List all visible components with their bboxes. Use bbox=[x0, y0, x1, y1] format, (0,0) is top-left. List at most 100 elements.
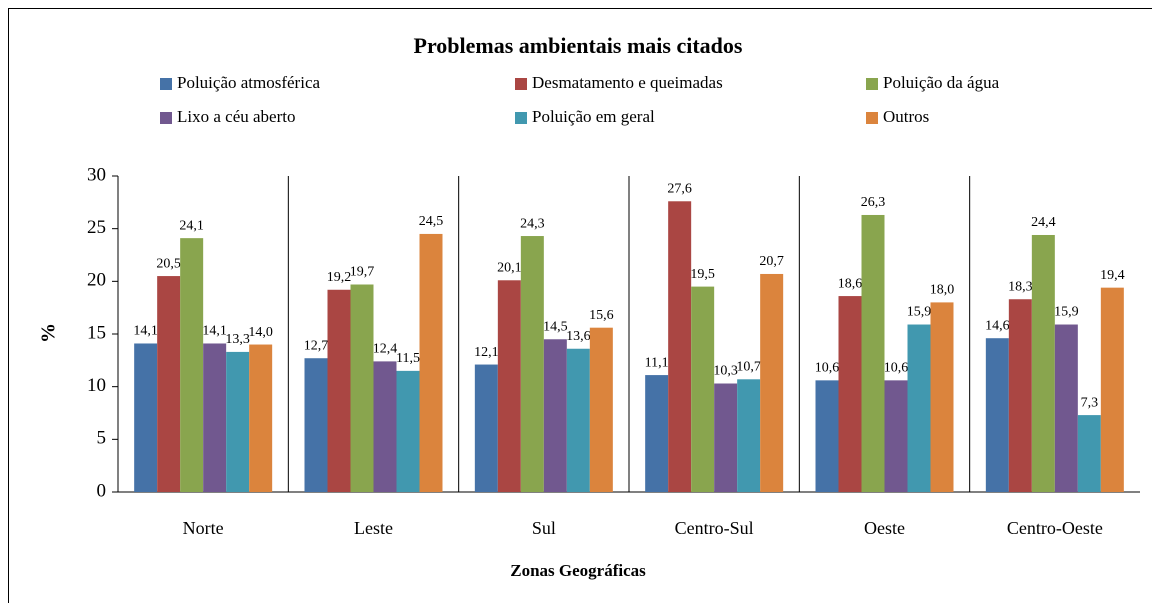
y-tick-label: 15 bbox=[87, 322, 106, 343]
bar bbox=[885, 380, 908, 492]
bar bbox=[203, 343, 226, 492]
bar bbox=[1101, 288, 1124, 492]
bar bbox=[305, 358, 328, 492]
bar bbox=[760, 274, 783, 492]
bar bbox=[397, 371, 420, 492]
y-tick-label: 0 bbox=[97, 480, 107, 501]
bar bbox=[714, 384, 737, 492]
data-label: 7,3 bbox=[1081, 395, 1099, 410]
bar bbox=[521, 236, 544, 492]
legend-label: Lixo a céu aberto bbox=[177, 107, 295, 126]
data-label: 19,5 bbox=[690, 267, 715, 282]
data-label: 15,9 bbox=[1054, 305, 1079, 320]
data-label: 20,1 bbox=[497, 260, 522, 275]
y-tick-label: 30 bbox=[87, 164, 106, 185]
x-axis-title: Zonas Geográficas bbox=[510, 561, 646, 580]
data-label: 12,1 bbox=[474, 345, 499, 360]
legend-label: Poluição da água bbox=[883, 73, 1000, 92]
bar bbox=[475, 365, 498, 492]
bar bbox=[590, 328, 613, 492]
bar bbox=[1055, 325, 1078, 492]
data-label: 10,3 bbox=[713, 364, 738, 379]
x-tick-label: Norte bbox=[183, 518, 224, 538]
data-label: 12,4 bbox=[373, 342, 398, 357]
legend-label: Outros bbox=[883, 107, 929, 126]
y-tick-label: 20 bbox=[87, 270, 106, 291]
y-tick-label: 5 bbox=[97, 428, 107, 449]
x-tick-label: Oeste bbox=[864, 518, 905, 538]
data-label: 24,5 bbox=[419, 214, 444, 229]
legend-label: Desmatamento e queimadas bbox=[532, 73, 723, 92]
data-label: 26,3 bbox=[861, 195, 886, 210]
data-label: 24,3 bbox=[520, 216, 545, 231]
bar bbox=[226, 352, 249, 492]
bar bbox=[180, 238, 203, 492]
data-label: 19,7 bbox=[350, 265, 375, 280]
bar bbox=[1009, 299, 1032, 492]
legend-swatch bbox=[160, 78, 172, 90]
bar bbox=[839, 296, 862, 492]
data-label: 11,5 bbox=[396, 351, 420, 366]
data-label: 27,6 bbox=[667, 181, 692, 196]
x-tick-label: Centro-Oeste bbox=[1007, 518, 1103, 538]
legend-swatch bbox=[160, 112, 172, 124]
bar bbox=[420, 234, 443, 492]
bar bbox=[1032, 235, 1055, 492]
legend-label: Poluição em geral bbox=[532, 107, 655, 126]
data-label: 10,6 bbox=[884, 361, 909, 376]
bar bbox=[567, 349, 590, 492]
legend-swatch bbox=[866, 78, 878, 90]
legend-swatch bbox=[515, 112, 527, 124]
data-label: 12,7 bbox=[304, 338, 329, 353]
bar bbox=[157, 276, 180, 492]
data-label: 24,4 bbox=[1031, 215, 1056, 230]
y-tick-label: 25 bbox=[87, 217, 106, 238]
bar bbox=[544, 339, 567, 492]
data-label: 15,6 bbox=[589, 308, 614, 323]
data-label: 13,6 bbox=[566, 329, 591, 344]
data-label: 14,5 bbox=[543, 319, 568, 334]
bar bbox=[691, 287, 714, 492]
data-label: 15,9 bbox=[907, 305, 932, 320]
chart-title: Problemas ambientais mais citados bbox=[414, 33, 743, 58]
data-label: 14,1 bbox=[133, 324, 158, 339]
legend-label: Poluição atmosférica bbox=[177, 73, 320, 92]
data-label: 18,6 bbox=[838, 276, 863, 291]
data-label: 19,4 bbox=[1100, 268, 1125, 283]
data-label: 24,1 bbox=[179, 218, 204, 233]
data-label: 14,6 bbox=[985, 318, 1010, 333]
data-label: 20,7 bbox=[759, 254, 784, 269]
bar bbox=[816, 380, 839, 492]
bar bbox=[249, 345, 272, 492]
bar bbox=[668, 201, 691, 492]
y-axis-title: % bbox=[38, 323, 60, 343]
bar bbox=[645, 375, 668, 492]
x-tick-label: Centro-Sul bbox=[675, 518, 754, 538]
legend-swatch bbox=[515, 78, 527, 90]
x-tick-label: Leste bbox=[354, 518, 393, 538]
data-label: 10,7 bbox=[736, 360, 761, 375]
bar bbox=[498, 280, 521, 492]
data-label: 14,0 bbox=[248, 325, 273, 340]
x-tick-label: Sul bbox=[532, 518, 556, 538]
data-label: 19,2 bbox=[327, 270, 352, 285]
data-label: 18,0 bbox=[930, 283, 955, 298]
bar bbox=[931, 302, 954, 492]
data-label: 18,3 bbox=[1008, 279, 1033, 294]
bar bbox=[351, 284, 374, 492]
legend-swatch bbox=[866, 112, 878, 124]
bar bbox=[862, 215, 885, 492]
y-tick-label: 10 bbox=[87, 375, 106, 396]
bar bbox=[737, 379, 760, 492]
data-label: 14,1 bbox=[202, 324, 227, 339]
bar bbox=[374, 361, 397, 492]
bar bbox=[328, 290, 351, 492]
bar bbox=[986, 338, 1009, 492]
bar bbox=[134, 343, 157, 492]
data-label: 13,3 bbox=[225, 332, 250, 347]
data-label: 11,1 bbox=[645, 355, 669, 370]
bar bbox=[908, 325, 931, 492]
bar bbox=[1078, 415, 1101, 492]
data-label: 10,6 bbox=[815, 361, 840, 376]
